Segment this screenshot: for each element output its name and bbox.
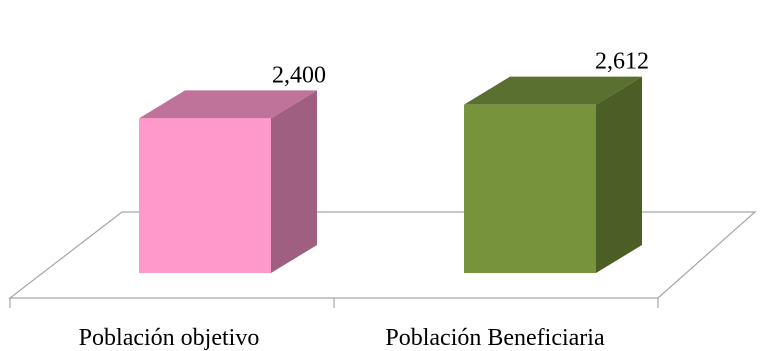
bar-top bbox=[139, 90, 317, 119]
bar bbox=[464, 104, 596, 273]
bar-side bbox=[271, 90, 317, 273]
category-label: Población objetivo bbox=[79, 325, 260, 351]
bar-group bbox=[139, 76, 642, 273]
data-label: 2,400 bbox=[272, 62, 326, 88]
data-label: 2,612 bbox=[595, 49, 649, 75]
bar-top bbox=[464, 76, 642, 105]
chart-floor bbox=[8, 211, 757, 299]
category-label: Población Beneficiaria bbox=[385, 325, 605, 351]
bar-side bbox=[596, 76, 642, 273]
bar bbox=[139, 118, 271, 273]
